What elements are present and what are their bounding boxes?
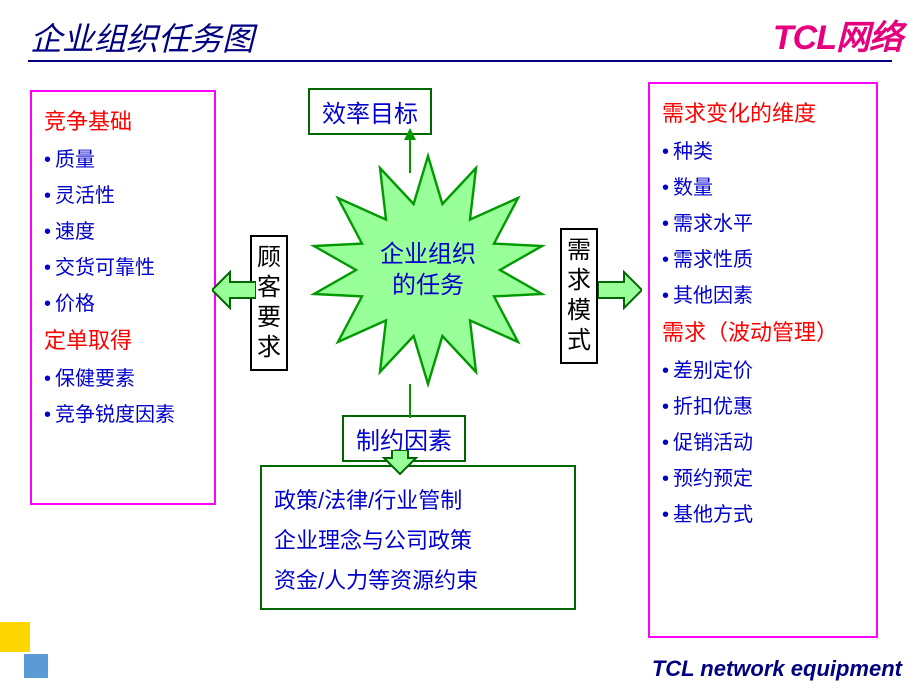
right-header-2: 需求（波动管理） bbox=[662, 315, 864, 347]
deco-square-blue bbox=[24, 654, 48, 678]
center-star-text: 企业组织 的任务 bbox=[358, 239, 498, 301]
footer-text: TCL network equipment bbox=[652, 656, 902, 682]
arrow-left-icon bbox=[212, 270, 256, 310]
list-item: 价格 bbox=[44, 287, 202, 316]
demand-pattern-box: 需求模式 bbox=[560, 228, 598, 364]
constraint-row: 企业理念与公司政策 bbox=[274, 523, 562, 555]
left-list-2: 保健要素 竞争锐度因素 bbox=[44, 362, 202, 427]
center-line-2: 的任务 bbox=[392, 272, 464, 299]
list-item: 需求性质 bbox=[662, 243, 864, 272]
right-list-1: 种类 数量 需求水平 需求性质 其他因素 bbox=[662, 135, 864, 308]
list-item: 种类 bbox=[662, 135, 864, 164]
list-item: 促销活动 bbox=[662, 426, 864, 455]
left-header-1: 竞争基础 bbox=[44, 104, 202, 136]
list-item: 交货可靠性 bbox=[44, 251, 202, 280]
right-list-2: 差别定价 折扣优惠 促销活动 预约预定 基他方式 bbox=[662, 354, 864, 527]
list-item: 差别定价 bbox=[662, 354, 864, 383]
left-panel: 竞争基础 质量 灵活性 速度 交货可靠性 价格 定单取得 保健要素 竞争锐度因素 bbox=[30, 90, 216, 505]
constraint-row: 政策/法律/行业管制 bbox=[274, 483, 562, 515]
list-item: 灵活性 bbox=[44, 179, 202, 208]
center-star: 企业组织 的任务 bbox=[308, 150, 548, 390]
list-item: 折扣优惠 bbox=[662, 390, 864, 419]
arrow-up-icon bbox=[390, 128, 430, 178]
arrow-right-icon bbox=[598, 270, 642, 310]
arrow-down-icon bbox=[380, 450, 420, 476]
right-panel: 需求变化的维度 种类 数量 需求水平 需求性质 其他因素 需求（波动管理） 差别… bbox=[648, 82, 878, 638]
deco-square-yellow bbox=[0, 622, 30, 652]
center-line-1: 企业组织 bbox=[380, 241, 476, 268]
list-item: 数量 bbox=[662, 171, 864, 200]
list-item: 竞争锐度因素 bbox=[44, 398, 202, 427]
constraint-row: 资金/人力等资源约束 bbox=[274, 563, 562, 595]
connector-down-icon bbox=[400, 384, 420, 418]
right-header-1: 需求变化的维度 bbox=[662, 96, 864, 128]
page-title: 企业组织任务图 bbox=[30, 14, 254, 60]
list-item: 其他因素 bbox=[662, 279, 864, 308]
bottom-panel: 政策/法律/行业管制 企业理念与公司政策 资金/人力等资源约束 bbox=[260, 465, 576, 610]
brand-logo: TCL网络 bbox=[773, 10, 902, 59]
left-list-1: 质量 灵活性 速度 交货可靠性 价格 bbox=[44, 143, 202, 316]
list-item: 基他方式 bbox=[662, 498, 864, 527]
left-header-2: 定单取得 bbox=[44, 323, 202, 355]
list-item: 速度 bbox=[44, 215, 202, 244]
list-item: 质量 bbox=[44, 143, 202, 172]
list-item: 保健要素 bbox=[44, 362, 202, 391]
header-rule bbox=[28, 60, 892, 62]
list-item: 需求水平 bbox=[662, 207, 864, 236]
list-item: 预约预定 bbox=[662, 462, 864, 491]
